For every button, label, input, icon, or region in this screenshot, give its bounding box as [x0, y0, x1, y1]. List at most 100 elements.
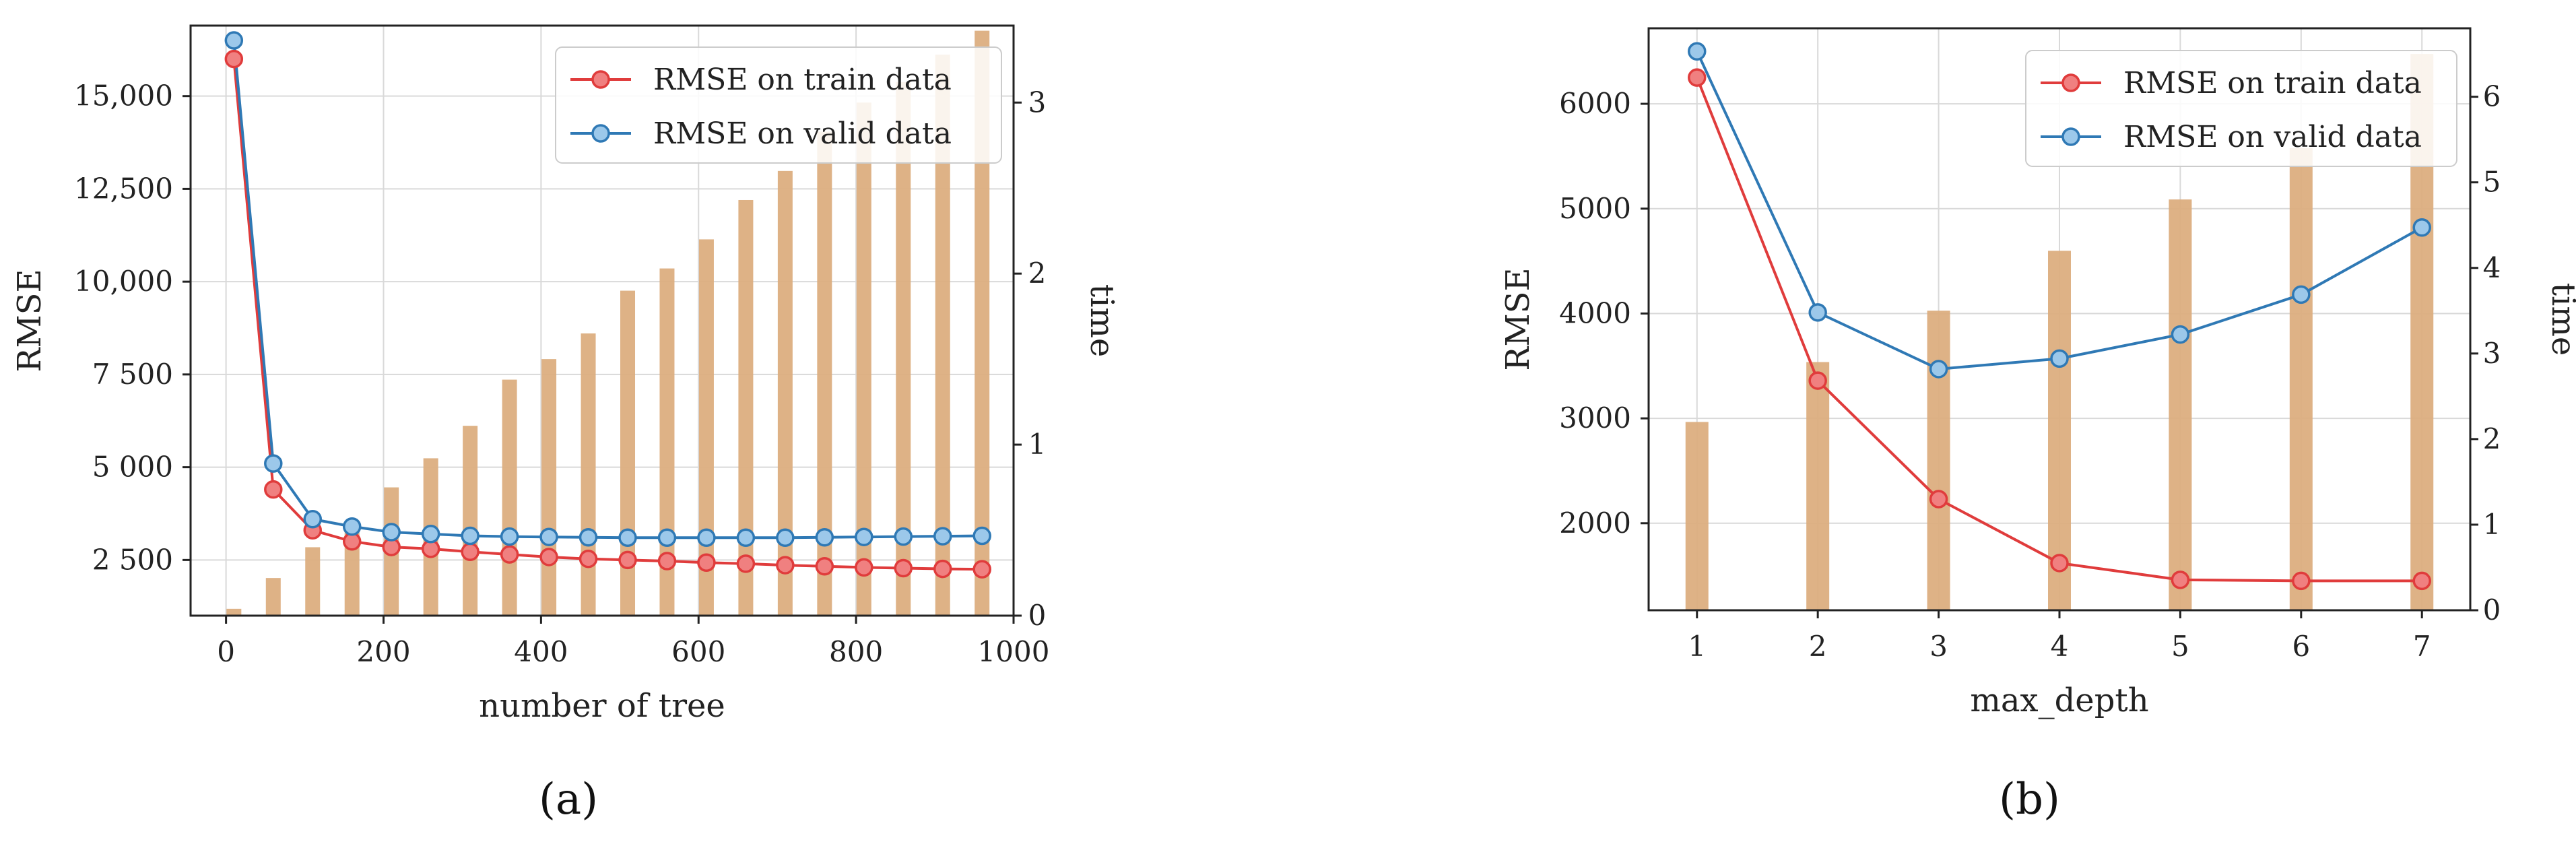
y2-tick-label: 1	[1028, 428, 1047, 461]
y2-tick-label: 3	[1028, 86, 1047, 119]
time-bar	[1685, 422, 1709, 610]
x-tick-label: 6	[2292, 630, 2310, 663]
data-point-valid	[2050, 349, 2069, 368]
x-tick-label: 0	[217, 635, 235, 668]
data-point-valid	[342, 517, 362, 536]
y-axis-label: RMSE	[11, 269, 48, 372]
y2-tick-label: 2	[2483, 422, 2501, 455]
time-bar	[738, 199, 754, 616]
data-point-train	[224, 49, 244, 69]
y2-tick-label: 6	[2483, 80, 2501, 113]
time-bar	[935, 55, 950, 616]
data-point-valid	[657, 528, 677, 548]
legend-marker	[2061, 73, 2080, 92]
chart-b: 1 2 3 4 5 6 7 2000 3000 4000 5000 6000 0 1 2 3 4 5 6 max_de…	[1499, 27, 2576, 719]
time-bar	[305, 547, 321, 616]
legend-box	[555, 46, 1002, 164]
time-bar	[896, 82, 911, 616]
data-point-train	[776, 556, 795, 575]
data-point-train	[736, 554, 756, 573]
data-point-train	[697, 553, 716, 572]
y2-tick-label: 4	[2483, 251, 2501, 284]
legend-marker	[591, 124, 610, 143]
data-point-train	[539, 548, 558, 566]
data-point-train	[1929, 490, 1948, 509]
data-point-train	[1808, 371, 1827, 390]
legend-box	[2025, 50, 2457, 167]
y-tick-label: 5000	[1559, 192, 1631, 225]
data-point-valid	[500, 527, 519, 546]
y-tick-label: 4000	[1559, 296, 1631, 329]
x-tick-label: 400	[514, 635, 568, 668]
data-point-train	[815, 556, 834, 576]
x-tick-label: 200	[356, 635, 410, 668]
data-point-valid	[421, 525, 440, 544]
time-bar	[817, 131, 832, 616]
time-bar	[777, 170, 793, 616]
x-tick-label: 5	[2171, 630, 2189, 663]
data-point-valid	[855, 527, 873, 546]
data-point-valid	[539, 527, 558, 546]
data-point-valid	[382, 523, 401, 542]
data-point-valid	[697, 528, 716, 548]
time-bar	[659, 268, 675, 616]
time-bar	[2169, 199, 2192, 610]
x-tick-label: 7	[2413, 630, 2431, 663]
panel-label-a: (a)	[539, 775, 599, 824]
y-tick-label: 7 500	[92, 358, 173, 391]
x-tick-label: 1	[1688, 630, 1706, 663]
time-bar	[581, 333, 596, 616]
panel-label-b: (b)	[1999, 775, 2060, 824]
data-point-valid	[1808, 303, 1827, 322]
y-tick-label: 2000	[1559, 507, 1631, 540]
y-tick-label: 12,500	[74, 172, 173, 205]
time-bar	[265, 578, 281, 616]
data-point-valid	[1688, 42, 1707, 61]
y2-axis-label: time	[1083, 284, 1121, 358]
legend: RMSE on train data RMSE on valid data	[555, 46, 1002, 164]
data-point-valid	[736, 528, 756, 548]
x-axis-label: max_depth	[1970, 682, 2148, 719]
time-bar	[541, 359, 557, 616]
x-tick-label: 4	[2051, 630, 2069, 663]
y2-tick-label: 1	[2483, 508, 2501, 541]
x-tick-label: 600	[671, 635, 725, 668]
data-point-train	[2171, 571, 2190, 589]
x-tick-label: 3	[1929, 630, 1948, 663]
time-bar	[502, 379, 517, 616]
y-tick-label: 2 500	[92, 543, 173, 576]
legend-marker	[2061, 127, 2080, 146]
legend: RMSE on train data RMSE on valid data	[2025, 50, 2457, 167]
y-axis-label: RMSE	[1499, 267, 1537, 370]
legend-label-valid: RMSE on valid data	[2123, 120, 2422, 154]
data-point-valid	[303, 510, 323, 529]
x-axis-label: number of tree	[479, 687, 725, 725]
time-bar	[698, 239, 714, 616]
y2-tick-label: 5	[2483, 166, 2501, 199]
data-point-train	[618, 550, 637, 570]
data-point-train	[500, 545, 519, 564]
y-tick-label: 10,000	[74, 265, 173, 298]
data-point-valid	[1929, 360, 1948, 379]
data-point-valid	[933, 527, 952, 546]
data-point-train	[2412, 571, 2431, 591]
data-point-train	[264, 480, 283, 499]
data-point-valid	[461, 526, 480, 546]
y2-tick-label: 0	[1028, 599, 1047, 632]
data-point-train	[461, 542, 480, 561]
y2-tick-label: 3	[2483, 337, 2501, 370]
data-point-train	[579, 549, 598, 568]
y-tick-label: 3000	[1559, 401, 1631, 434]
data-point-valid	[618, 528, 637, 548]
legend-label-train: RMSE on train data	[653, 63, 952, 97]
time-bar	[463, 426, 478, 616]
data-point-train	[972, 560, 991, 579]
y2-axis-label: time	[2544, 283, 2576, 356]
data-point-valid	[894, 527, 913, 546]
time-bar	[975, 30, 990, 616]
y-tick-label: 5 000	[92, 451, 173, 484]
plot-frame	[189, 24, 1015, 617]
data-point-valid	[2412, 218, 2431, 237]
